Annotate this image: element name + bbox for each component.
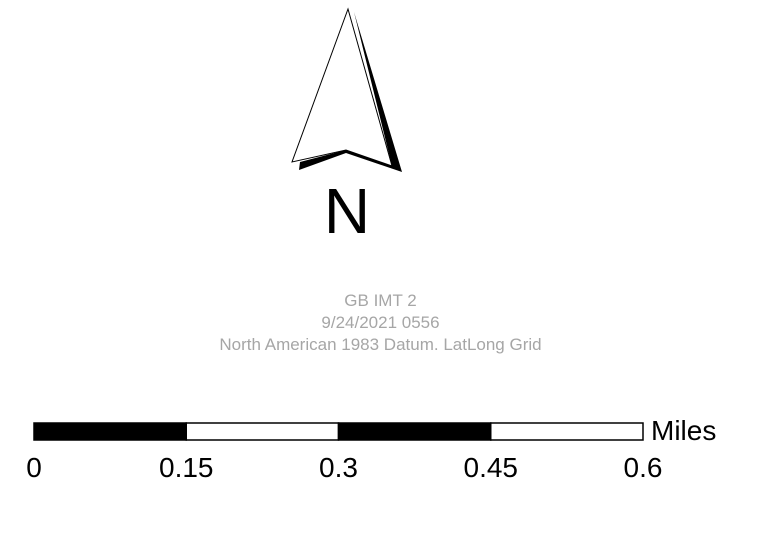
map-date: 9/24/2021 0556 (321, 313, 440, 332)
scale-bar-tick-label: 0 (26, 452, 42, 483)
scale-bar-tick-label: 0.15 (159, 452, 214, 483)
north-arrow: N (291, 7, 402, 247)
scale-bar-segment-4 (490, 422, 644, 441)
map-datum: North American 1983 Datum. LatLong Grid (219, 335, 542, 354)
scale-bar-segments (33, 422, 644, 441)
scale-bar-tick-label: 0.6 (624, 452, 663, 483)
north-arrow-shadow (299, 12, 402, 172)
map-info-block: GB IMT 2 9/24/2021 0556 North American 1… (0, 290, 761, 356)
north-arrow-label: N (324, 175, 370, 247)
map-title: GB IMT 2 (344, 291, 417, 310)
scale-bar-tick-label: 0.45 (464, 452, 519, 483)
scale-bar-tick-labels: 0 0.15 0.3 0.45 0.6 (26, 452, 662, 483)
scale-bar-tick-label: 0.3 (319, 452, 358, 483)
scale-bar-segment-1 (33, 422, 187, 441)
scale-bar-segment-2 (185, 422, 340, 441)
scale-bar-unit-label: Miles (651, 415, 716, 446)
scale-bar-segment-3 (337, 422, 492, 441)
north-arrow-head (291, 7, 393, 167)
scale-bar: 0 0.15 0.3 0.45 0.6 Miles (26, 415, 716, 483)
